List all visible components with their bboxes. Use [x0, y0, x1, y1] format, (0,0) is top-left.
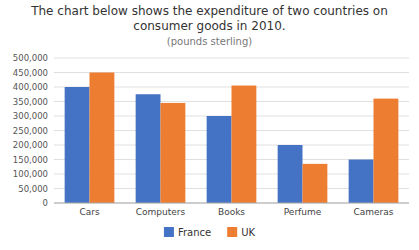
subtitle: (pounds sterling) [167, 36, 252, 47]
x-tick-label: Computers [136, 207, 186, 217]
x-axis-line [54, 203, 409, 204]
bar [136, 94, 161, 203]
bar [349, 160, 374, 204]
x-tick-label: Perfume [284, 207, 322, 217]
bar [90, 73, 115, 204]
y-tick-label: 200,000 [13, 140, 48, 150]
y-tick-label: 400,000 [13, 82, 48, 92]
y-tick-label: 0 [43, 198, 48, 208]
grid [54, 58, 409, 203]
bar [207, 116, 232, 203]
grid-line [54, 203, 409, 204]
title-line: The chart below shows the expenditure of… [30, 4, 388, 18]
bars [65, 73, 399, 204]
y-tick-label: 300,000 [13, 111, 48, 121]
y-tick-label: 50,000 [18, 184, 48, 194]
legend-label: UK [241, 227, 255, 238]
bar [278, 145, 303, 203]
bar [374, 99, 399, 203]
bar [303, 164, 328, 203]
chart: The chart below shows the expenditure of… [0, 0, 419, 250]
y-tick-label: 100,000 [13, 169, 48, 179]
legend-swatch [164, 227, 174, 237]
title: The chart below shows the expenditure of… [30, 4, 388, 33]
bar [161, 103, 186, 203]
y-tick-label: 150,000 [13, 155, 48, 165]
bar [232, 86, 257, 203]
legend: France UK [164, 227, 256, 238]
y-tick-label: 450,000 [13, 68, 48, 78]
y-tick-label: 500,000 [13, 53, 48, 63]
page: {"chart_data": {"type": "bar", "title": … [0, 0, 419, 250]
x-tick-label: Cameras [353, 207, 393, 217]
title-line: consumer goods in 2010. [133, 19, 285, 33]
legend-swatch [227, 227, 237, 237]
y-tick-label: 250,000 [13, 126, 48, 136]
legend-label: France [178, 227, 211, 238]
grid-line [54, 58, 409, 59]
y-tick-label: 350,000 [13, 97, 48, 107]
bar [65, 87, 90, 203]
x-tick-label: Cars [79, 207, 99, 217]
x-tick-label: Books [218, 207, 245, 217]
